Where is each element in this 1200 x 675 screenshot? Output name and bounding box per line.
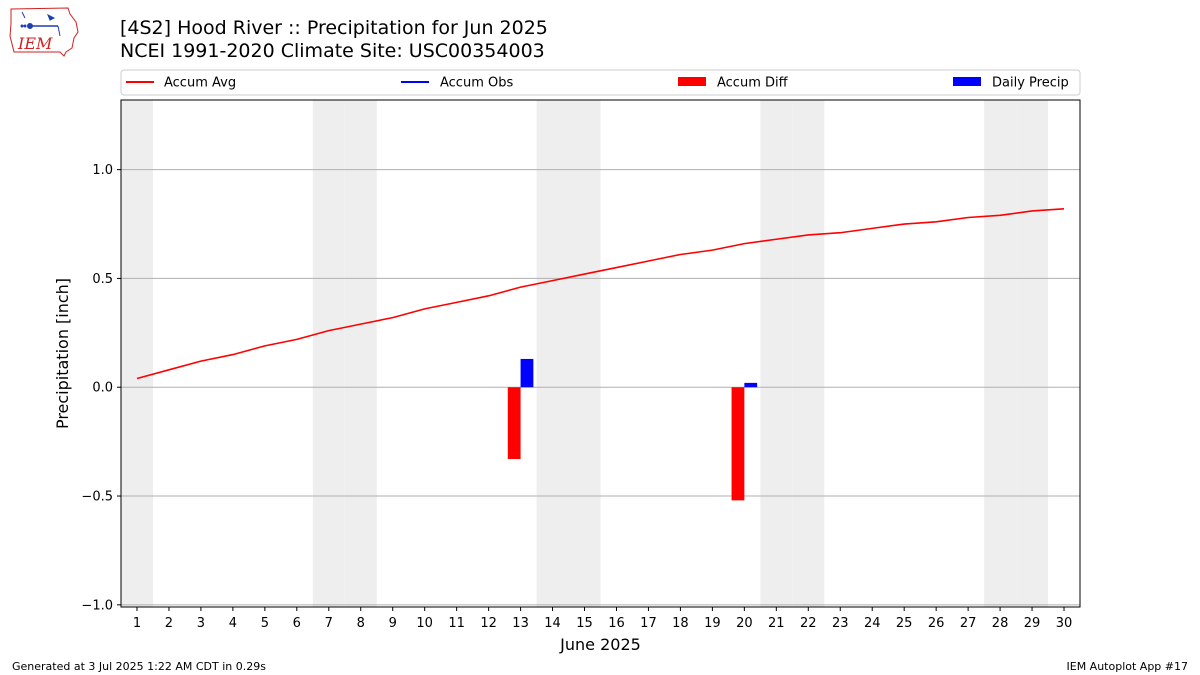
legend-label-accum-avg: Accum Avg	[164, 76, 236, 91]
legend-swatch-accum-diff	[678, 77, 706, 86]
generated-timestamp: Generated at 3 Jul 2025 1:22 AM CDT in 0…	[12, 660, 266, 673]
x-tick-label: 5	[261, 616, 269, 631]
y-tick-label: −1.0	[81, 598, 113, 613]
legend-label-accum-obs: Accum Obs	[440, 76, 513, 91]
x-tick-label: 6	[293, 616, 301, 631]
x-tick-label: 30	[1056, 616, 1073, 631]
app-id-label: IEM Autoplot App #17	[1066, 660, 1189, 673]
x-tick-label: 7	[325, 616, 333, 631]
accum-diff-bar	[731, 387, 745, 501]
y-tick-label: 0.0	[92, 381, 113, 396]
accum-diff-bar	[507, 387, 521, 460]
accum-avg-line	[136, 208, 1065, 380]
weekend-band	[536, 100, 569, 607]
x-tick-label: 13	[512, 616, 529, 631]
x-tick-label: 9	[389, 616, 397, 631]
weekend-band	[312, 100, 345, 607]
x-tick-label: 10	[416, 616, 433, 631]
weekend-band	[568, 100, 601, 607]
legend-box	[120, 69, 1081, 96]
x-tick-label: 29	[1024, 616, 1041, 631]
x-tick-label: 26	[928, 616, 945, 631]
x-tick-label: 2	[165, 616, 173, 631]
weather-station-icon	[20, 11, 61, 37]
y-tick-label: 0.5	[92, 272, 113, 287]
weekend-band	[760, 100, 793, 607]
x-tick-label: 4	[229, 616, 237, 631]
legend-label-accum-diff: Accum Diff	[717, 76, 789, 91]
weekend-band	[1016, 100, 1049, 607]
y-axis-label: Precipitation [inch]	[53, 278, 72, 429]
x-tick-label: 12	[480, 616, 497, 631]
x-axis-label: June 2025	[559, 635, 641, 654]
legend-swatch-daily-precip	[953, 77, 981, 86]
x-tick-label: 23	[832, 616, 849, 631]
daily-precip-bar	[520, 358, 534, 388]
x-tick-label: 28	[992, 616, 1009, 631]
x-tick-label: 20	[736, 616, 753, 631]
weekend-band	[121, 100, 153, 607]
legend-label-daily-precip: Daily Precip	[992, 76, 1069, 91]
plot-frame	[120, 99, 1081, 608]
daily-precip-bar	[744, 382, 758, 388]
iem-logo: IEM	[9, 7, 79, 57]
iowa-outline-icon	[9, 7, 79, 57]
x-tick-label: 14	[544, 616, 561, 631]
x-tick-label: 21	[768, 616, 785, 631]
x-tick-label: 15	[576, 616, 593, 631]
x-tick-label: 3	[197, 616, 205, 631]
weekend-band	[344, 100, 377, 607]
y-tick-label: 1.0	[92, 163, 113, 178]
chart-title-line2: NCEI 1991-2020 Climate Site: USC00354003	[120, 40, 545, 62]
y-tick-label: −0.5	[81, 490, 113, 505]
x-tick-label: 19	[704, 616, 721, 631]
x-tick-label: 22	[800, 616, 817, 631]
x-tick-label: 25	[896, 616, 913, 631]
x-tick-label: 27	[960, 616, 977, 631]
logo-text: IEM	[17, 34, 53, 53]
x-tick-label: 8	[357, 616, 365, 631]
x-tick-label: 18	[672, 616, 689, 631]
x-tick-label: 11	[448, 616, 465, 631]
chart-title-line1: [4S2] Hood River :: Precipitation for Ju…	[120, 17, 548, 39]
weekend-band	[984, 100, 1017, 607]
x-tick-label: 1	[133, 616, 141, 631]
x-tick-label: 16	[608, 616, 625, 631]
x-tick-label: 17	[640, 616, 657, 631]
legend: Accum Avg Accum Obs Accum Diff Daily Precip	[120, 69, 1081, 96]
weekend-band	[792, 100, 825, 607]
x-tick-label: 24	[864, 616, 881, 631]
